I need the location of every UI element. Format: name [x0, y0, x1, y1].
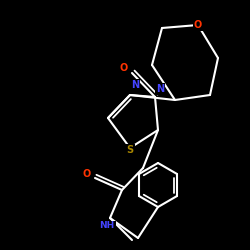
Text: N: N [156, 84, 164, 94]
Text: O: O [194, 20, 202, 30]
Text: NH: NH [100, 222, 114, 230]
Text: O: O [120, 63, 128, 73]
Text: N: N [131, 80, 139, 90]
Text: S: S [126, 145, 134, 155]
Text: O: O [83, 169, 91, 179]
